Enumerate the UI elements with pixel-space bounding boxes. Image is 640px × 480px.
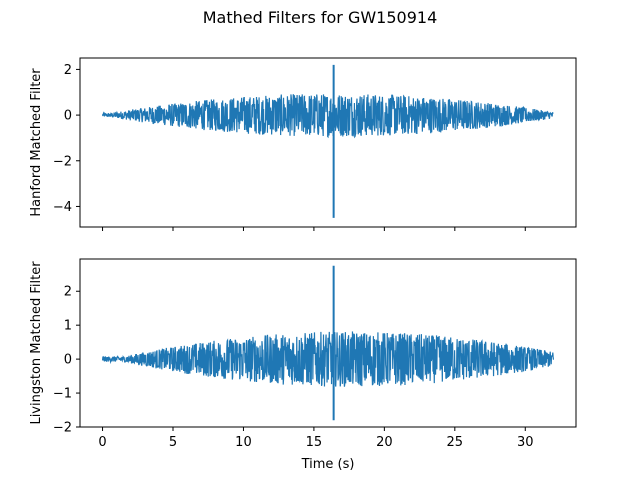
livingston-x-ticks: 0 5 10 15 20 25 30 xyxy=(98,427,534,450)
matched-filter-series-line xyxy=(101,331,555,387)
hanford-axes-frame xyxy=(79,57,577,228)
x-tick-label: 10 xyxy=(235,435,252,450)
x-axis-label: Time (s) xyxy=(301,457,355,472)
y-tick-label: 0 xyxy=(64,109,72,124)
y-tick-label: −2 xyxy=(53,154,72,169)
y-tick-label: −4 xyxy=(53,200,72,215)
y-tick-label: −1 xyxy=(53,387,72,402)
livingston-subplot: 0 5 10 15 20 25 30 −2 −1 0 1 2 Livingston Matched … xyxy=(29,258,577,472)
matched-filter-series-line xyxy=(101,94,554,139)
hanford-subplot: −4 −2 0 2 Hanford Matched Filter xyxy=(29,57,577,231)
livingston-axes-frame xyxy=(79,258,577,428)
livingston-y-axis-label: Livingston Matched Filter xyxy=(29,261,44,425)
x-tick-label: 30 xyxy=(517,435,534,450)
livingston-plot-area xyxy=(101,265,555,421)
x-tick-label: 20 xyxy=(376,435,393,450)
hanford-y-ticks: −4 −2 0 2 xyxy=(53,63,80,215)
y-tick-label: 2 xyxy=(64,63,72,78)
y-tick-label: −2 xyxy=(53,421,72,436)
y-tick-label: 0 xyxy=(64,353,72,368)
x-tick-label: 0 xyxy=(98,435,106,450)
x-tick-label: 25 xyxy=(447,435,464,450)
hanford-plot-area xyxy=(101,64,554,218)
figure-title: Mathed Filters for GW150914 xyxy=(203,8,438,27)
y-tick-label: 2 xyxy=(64,285,72,300)
livingston-y-ticks: −2 −1 0 1 2 xyxy=(53,285,80,436)
hanford-y-axis-label: Hanford Matched Filter xyxy=(29,68,44,217)
hanford-x-ticks xyxy=(102,227,526,231)
x-tick-label: 5 xyxy=(169,435,177,450)
y-tick-label: 1 xyxy=(64,319,72,334)
x-tick-label: 15 xyxy=(306,435,323,450)
